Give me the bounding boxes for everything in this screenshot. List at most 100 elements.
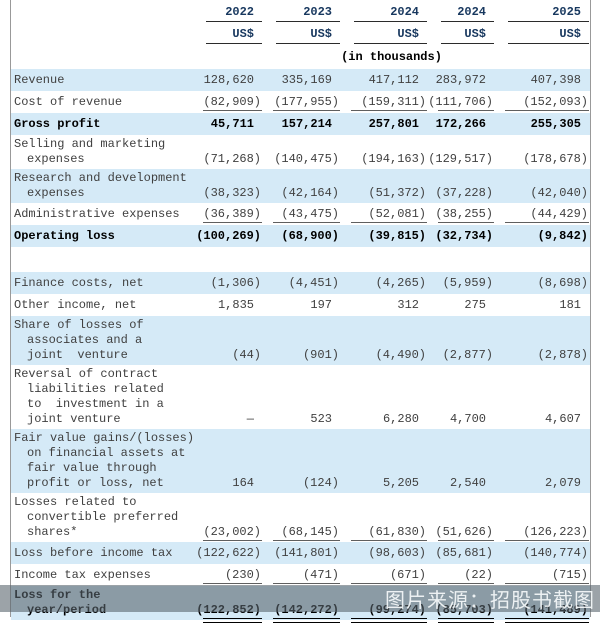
value-cell: 172,266 bbox=[435, 116, 486, 131]
value-cell: (140,774) bbox=[523, 545, 588, 560]
value-cell: 45,711 bbox=[210, 116, 254, 131]
value-cell: 523 bbox=[310, 412, 332, 426]
row-label: Selling and marketing expenses bbox=[14, 137, 166, 166]
value-cell: (32,734) bbox=[435, 228, 493, 243]
value-cell: (82,909) bbox=[193, 95, 263, 111]
financial-table: 2022 2023 2024 2024 2025 US$ US$ US$ US$… bbox=[10, 0, 591, 623]
row-label: Other income, net bbox=[14, 297, 137, 312]
table-row: Reversal of contract liabilities related t… bbox=[11, 365, 590, 429]
currency-column-header: US$ bbox=[495, 27, 590, 44]
currency-column-header: US$ bbox=[263, 27, 341, 44]
value-cell: (61,830) bbox=[341, 525, 428, 541]
year-header-row: 2022 2023 2024 2024 2025 bbox=[11, 0, 590, 22]
value-cell: 164 bbox=[232, 476, 254, 490]
value-cell: (8,698) bbox=[537, 275, 588, 290]
value-cell: (159,311) bbox=[341, 95, 428, 111]
value-cell: (4,451) bbox=[288, 275, 339, 290]
value-cell: (4,265) bbox=[375, 275, 426, 290]
row-label: Losses related to convertible preferred sh… bbox=[14, 495, 179, 539]
row-label: Share of losses of associates and a joint … bbox=[14, 318, 144, 362]
value-cell: — bbox=[246, 412, 254, 426]
value-cell: (39,815) bbox=[368, 228, 426, 243]
value-cell: (194,163) bbox=[361, 152, 426, 166]
row-label: Cost of revenue bbox=[14, 94, 123, 109]
value-cell: (42,040) bbox=[530, 186, 588, 200]
table-row: Selling and marketing expenses (71,268) (14… bbox=[11, 135, 590, 169]
row-label: Fair value gains/(losses) on financial as… bbox=[14, 431, 195, 490]
value-cell: (42,164) bbox=[281, 186, 339, 200]
year-column-header: 2024 bbox=[341, 5, 428, 22]
table-row: Loss before income tax (122,622) (141,801)… bbox=[11, 542, 590, 564]
value-cell: (98,603) bbox=[368, 545, 426, 560]
value-cell: (37,228) bbox=[435, 186, 493, 200]
value-cell: (51,372) bbox=[368, 186, 426, 200]
watermark-text: 图片来源：招股书截图 bbox=[385, 588, 595, 612]
row-label: Finance costs, net bbox=[14, 275, 144, 290]
table-row: Revenue 128,620 335,169 417,112 283,972 407,3… bbox=[11, 69, 590, 91]
table-row: Income tax expenses (230) (471) (671) (22) (7… bbox=[11, 564, 590, 586]
year-column-header: 2025 bbox=[495, 5, 590, 22]
row-label: Administrative expenses bbox=[14, 206, 180, 221]
value-cell: 2,079 bbox=[544, 476, 581, 490]
value-cell: (44) bbox=[232, 348, 261, 362]
value-cell: (129,517) bbox=[428, 152, 493, 166]
table-row: Other income, net 1,835 197 312 275 181 bbox=[11, 294, 590, 316]
currency-column-header: US$ bbox=[428, 27, 495, 44]
value-cell: (100,269) bbox=[196, 228, 261, 243]
value-cell: (901) bbox=[302, 348, 339, 362]
value-cell: (1,306) bbox=[210, 275, 261, 290]
table-row: Finance costs, net (1,306) (4,451) (4,265) (… bbox=[11, 272, 590, 294]
row-label: Revenue bbox=[14, 72, 65, 87]
year-column-header: 2024 bbox=[428, 5, 495, 22]
unit-note-row: (in thousands) bbox=[11, 44, 590, 69]
value-cell: (124) bbox=[302, 476, 339, 490]
value-cell: (71,268) bbox=[203, 152, 261, 166]
value-cell: 312 bbox=[397, 297, 419, 312]
value-cell: 4,700 bbox=[449, 412, 486, 426]
row-label: Reversal of contract liabilities related t… bbox=[14, 367, 164, 426]
table-row: Operating loss (100,269) (68,900) (39,815) (… bbox=[11, 225, 590, 247]
currency-header-row: US$ US$ US$ US$ US$ bbox=[11, 22, 590, 44]
value-cell: (23,002) bbox=[193, 525, 263, 541]
value-cell: (2,878) bbox=[537, 348, 588, 362]
value-cell: (38,323) bbox=[203, 186, 261, 200]
value-cell: (715) bbox=[495, 568, 590, 584]
value-cell: (51,626) bbox=[428, 525, 495, 541]
value-cell: (44,429) bbox=[495, 207, 590, 223]
value-cell: (52,081) bbox=[341, 207, 428, 223]
value-cell: 417,112 bbox=[368, 72, 419, 87]
table-row: Fair value gains/(losses) on financial as… bbox=[11, 429, 590, 493]
value-cell: 128,620 bbox=[203, 72, 254, 87]
value-cell: 257,801 bbox=[368, 116, 419, 131]
table-row: Share of losses of associates and a joint … bbox=[11, 316, 590, 365]
table-row: Research and development expenses (38,323)… bbox=[11, 169, 590, 203]
value-cell: (85,681) bbox=[435, 545, 493, 560]
value-cell: 407,398 bbox=[530, 72, 581, 87]
value-cell: (68,145) bbox=[263, 525, 341, 541]
value-cell: 181 bbox=[559, 297, 581, 312]
table-row: Losses related to convertible preferred sh… bbox=[11, 493, 590, 542]
value-cell: 335,169 bbox=[281, 72, 332, 87]
row-label: Operating loss bbox=[14, 228, 115, 243]
year-column-header: 2022 bbox=[193, 5, 263, 22]
value-cell: (9,842) bbox=[537, 228, 588, 243]
row-label: Loss before income tax bbox=[14, 545, 173, 560]
value-cell: 2,540 bbox=[449, 476, 486, 490]
value-cell: (122,622) bbox=[196, 545, 261, 560]
spacer-row bbox=[11, 247, 590, 272]
value-cell: (111,706) bbox=[428, 94, 494, 111]
watermark-bar: 图片来源：招股书截图 bbox=[0, 585, 600, 612]
table-row: Cost of revenue (82,909) (177,955) (159,311… bbox=[11, 91, 590, 113]
value-cell: (2,877) bbox=[442, 348, 493, 362]
value-cell: (126,223) bbox=[495, 525, 590, 541]
value-cell: (230) bbox=[193, 568, 263, 584]
value-cell: (43,475) bbox=[263, 207, 341, 223]
value-cell: 157,214 bbox=[281, 116, 332, 131]
value-cell: 283,972 bbox=[435, 72, 486, 87]
value-cell: (141,801) bbox=[274, 545, 339, 560]
value-cell: (36,389) bbox=[193, 207, 263, 223]
value-cell: (178,678) bbox=[523, 152, 588, 166]
value-cell: 6,280 bbox=[382, 412, 419, 426]
row-label: Research and development expenses bbox=[14, 171, 187, 200]
row-label: Income tax expenses bbox=[14, 567, 151, 582]
